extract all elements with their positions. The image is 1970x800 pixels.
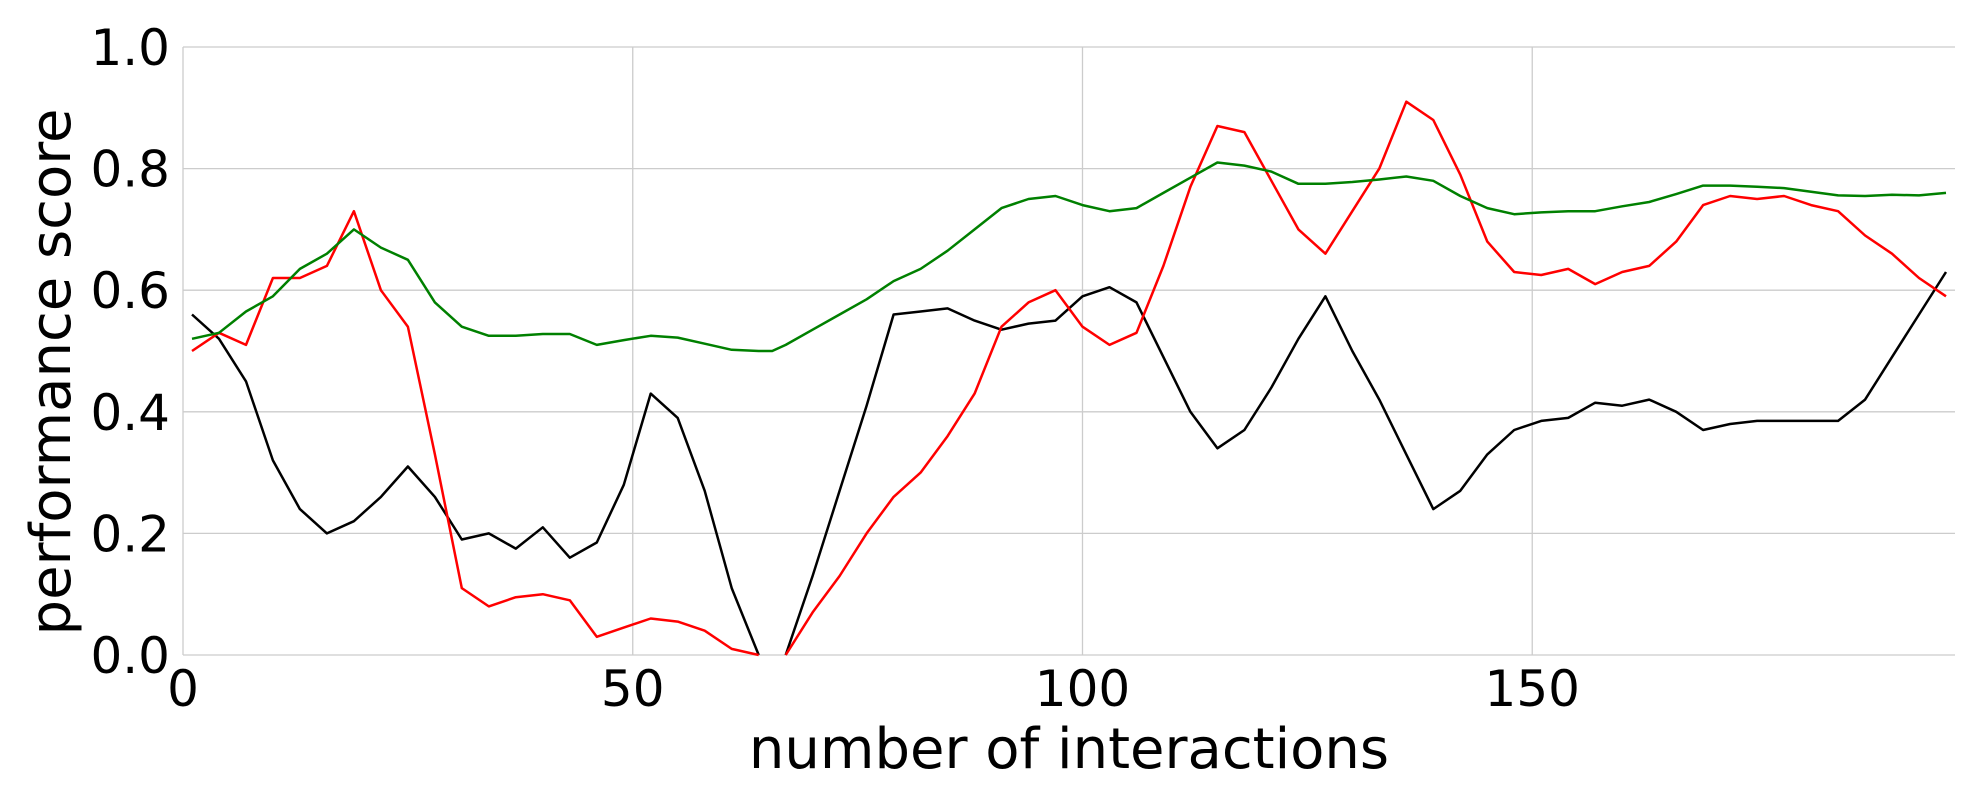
y-tick-label: 0.2 [90,505,170,563]
y-axis-label: performance score [19,109,84,636]
series-line [191,100,1947,657]
x-axis-label: number of interactions [749,717,1389,782]
series-line [191,161,1947,353]
x-tick-label: 150 [1485,660,1580,718]
y-tick-label: 0.8 [90,141,170,199]
labels: 0.0 0.2 0.4 0.6 0.8 1.0 0 50 100 150 [90,19,1579,718]
grid [182,46,1955,656]
lines [191,100,1948,657]
y-tick-label: 0.6 [90,262,170,320]
series-line [191,271,1948,656]
y-tick-label: 0.4 [90,384,170,442]
y-tick-label: 1.0 [90,19,170,77]
y-tick-label: 0.0 [90,627,170,685]
x-tick-label: 50 [601,660,665,718]
x-tick-label: 0 [167,660,199,718]
x-tick-label: 100 [1035,660,1130,718]
